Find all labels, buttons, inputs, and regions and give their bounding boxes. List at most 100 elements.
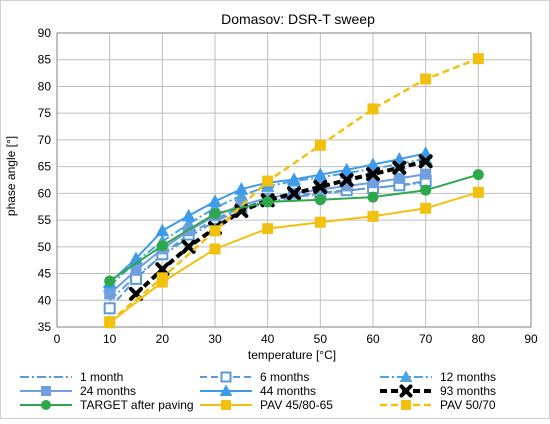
x-tick-label: 10 bbox=[103, 332, 117, 346]
data-point bbox=[392, 160, 407, 175]
y-axis-label: phase angle [°] bbox=[4, 136, 18, 216]
legend-label: PAV 50/70 bbox=[440, 398, 496, 412]
legend-marker bbox=[221, 400, 231, 410]
series-8 bbox=[104, 53, 484, 328]
data-point bbox=[420, 202, 432, 214]
legend-marker bbox=[401, 400, 411, 410]
legend-label: 44 months bbox=[260, 384, 316, 398]
data-point bbox=[339, 173, 354, 187]
data-point bbox=[392, 152, 407, 165]
x-tick-label: 0 bbox=[54, 332, 61, 346]
data-point bbox=[472, 169, 484, 181]
legend-label: 93 months bbox=[440, 384, 496, 398]
legend-item: 12 months bbox=[380, 370, 496, 384]
data-point bbox=[314, 139, 326, 151]
y-tick-label: 70 bbox=[38, 133, 52, 147]
legend-marker bbox=[399, 370, 413, 382]
legend-label: 24 months bbox=[80, 384, 136, 398]
y-tick-label: 40 bbox=[38, 293, 52, 307]
legend-label: 6 months bbox=[260, 370, 309, 384]
legend-item: 44 months bbox=[200, 384, 316, 398]
x-axis-label: temperature [°C] bbox=[248, 348, 336, 362]
data-point bbox=[234, 182, 249, 195]
data-point bbox=[420, 168, 432, 180]
data-point bbox=[287, 186, 301, 201]
y-tick-label: 65 bbox=[38, 160, 52, 174]
data-point bbox=[181, 239, 196, 254]
legend-item: 6 months bbox=[200, 370, 309, 384]
data-point bbox=[339, 162, 354, 176]
data-point bbox=[313, 179, 328, 194]
chart-title: Domasov: DSR-T sweep bbox=[221, 11, 375, 27]
axes: 35 40 45 50 55 60 65 70 75 80 85 90 0 10 20 30 40 50 60 70 8… bbox=[38, 26, 538, 346]
data-point bbox=[313, 167, 328, 181]
data-point bbox=[420, 184, 432, 196]
data-point bbox=[209, 243, 221, 255]
legend-marker bbox=[41, 400, 51, 410]
x-tick-label: 50 bbox=[314, 332, 328, 346]
legend-marker bbox=[220, 371, 232, 383]
data-point bbox=[367, 191, 379, 203]
legend-label: PAV 45/80-65 bbox=[260, 398, 333, 412]
legend-item: 93 months bbox=[380, 384, 496, 398]
legend-item: 1 month bbox=[20, 370, 123, 384]
data-point bbox=[104, 275, 116, 287]
series-line bbox=[108, 57, 479, 323]
legend: 1 month 6 months 12 months 24 months 44 mont… bbox=[20, 370, 496, 412]
data-point bbox=[156, 272, 168, 284]
data-point bbox=[420, 73, 432, 85]
x-tick-label: 80 bbox=[472, 332, 486, 346]
x-tick-label: 90 bbox=[524, 332, 538, 346]
legend-item: TARGET after paving bbox=[20, 398, 194, 412]
data-point bbox=[314, 216, 326, 228]
y-tick-label: 60 bbox=[38, 186, 52, 200]
data-point bbox=[130, 264, 142, 276]
data-point bbox=[262, 223, 274, 235]
y-tick-label: 55 bbox=[38, 213, 52, 227]
data-point bbox=[103, 302, 116, 315]
y-tick-label: 45 bbox=[38, 267, 52, 281]
data-point bbox=[209, 208, 221, 220]
data-point bbox=[104, 316, 116, 328]
data-point bbox=[208, 194, 222, 207]
y-tick-label: 50 bbox=[38, 240, 52, 254]
series-line bbox=[109, 191, 479, 324]
data-point bbox=[393, 172, 405, 184]
data-point bbox=[209, 225, 221, 237]
legend-item: 24 months bbox=[20, 384, 136, 398]
data-point bbox=[367, 103, 379, 115]
data-point bbox=[472, 186, 484, 198]
data-point bbox=[104, 288, 116, 300]
legend-label: 1 month bbox=[80, 370, 123, 384]
data-point bbox=[155, 223, 170, 237]
y-tick-label: 75 bbox=[38, 106, 52, 120]
data-point bbox=[367, 177, 379, 189]
legend-label: TARGET after paving bbox=[80, 398, 194, 412]
data-point bbox=[314, 194, 326, 206]
x-tick-label: 40 bbox=[261, 332, 275, 346]
data-point bbox=[262, 196, 274, 208]
y-tick-label: 85 bbox=[38, 53, 52, 67]
x-tick-label: 60 bbox=[366, 332, 380, 346]
x-tick-label: 30 bbox=[208, 332, 222, 346]
data-point bbox=[262, 175, 274, 187]
plot-area-border bbox=[56, 32, 532, 328]
data-point bbox=[472, 53, 484, 65]
legend-marker bbox=[41, 386, 51, 396]
data-point bbox=[181, 208, 196, 222]
y-tick-label: 35 bbox=[38, 320, 52, 334]
legend-item: PAV 45/80-65 bbox=[200, 398, 333, 412]
data-point bbox=[366, 167, 380, 182]
data-point bbox=[418, 154, 433, 169]
data-point bbox=[367, 210, 379, 222]
series-line bbox=[109, 173, 479, 282]
y-tick-label: 80 bbox=[38, 79, 52, 93]
x-tick-label: 70 bbox=[419, 332, 433, 346]
x-tick-label: 20 bbox=[156, 332, 170, 346]
legend-marker bbox=[399, 384, 413, 398]
series-6 bbox=[104, 169, 484, 287]
data-point bbox=[287, 172, 301, 185]
data-point bbox=[156, 240, 168, 252]
